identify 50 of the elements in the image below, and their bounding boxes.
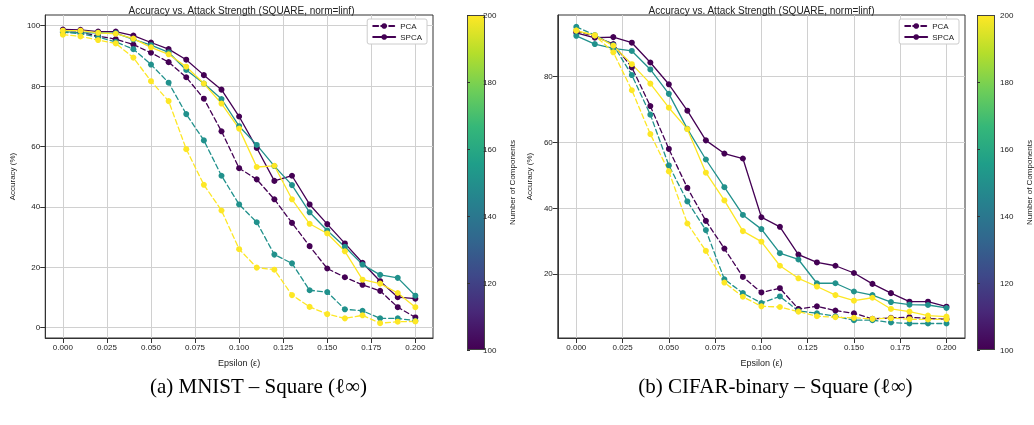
y-axis-title: Accuracy (%) bbox=[7, 152, 17, 201]
y-tick-label: 40 bbox=[31, 202, 41, 212]
x-tick-label: 0.000 bbox=[52, 342, 74, 352]
color-bar-title: Number of Components bbox=[1024, 140, 1034, 225]
color-bar-label: 120 bbox=[1000, 278, 1014, 288]
x-tick-label: 0.025 bbox=[612, 342, 634, 352]
x-tick-label: 0.000 bbox=[566, 342, 587, 352]
legend-label: PCA bbox=[932, 21, 950, 31]
y-tick-label: 20 bbox=[31, 262, 41, 272]
x-tick-label: 0.200 bbox=[936, 342, 958, 352]
x-tick-label: 0.125 bbox=[273, 342, 294, 352]
y-tick-label: 40 bbox=[543, 203, 554, 213]
y-tick-label: 20 bbox=[543, 269, 554, 279]
color-bar-label: 200 bbox=[483, 10, 497, 20]
y-axis-title: Accuracy (%) bbox=[524, 152, 534, 201]
chart-title: Accuracy vs. Attack Strength (SQUARE, norm=linf) bbox=[648, 4, 875, 16]
color-bar-title: Number of Components bbox=[507, 140, 517, 225]
legend-label: PCA bbox=[400, 21, 418, 31]
x-tick-label: 0.125 bbox=[797, 342, 819, 352]
color-bar-label: 100 bbox=[483, 345, 497, 355]
y-tick-label: 80 bbox=[31, 81, 41, 91]
y-tick-label: 0 bbox=[35, 323, 41, 333]
x-tick-label: 0.150 bbox=[317, 342, 338, 352]
x-tick-label: 0.175 bbox=[890, 342, 911, 352]
x-tick-label: 0.025 bbox=[96, 342, 118, 352]
text: (a) MNIST – Square (ℓ∞) bbox=[148, 374, 369, 399]
color-bar-label: 100 bbox=[1000, 345, 1014, 355]
y-tick-label: 60 bbox=[543, 137, 554, 147]
x-tick-label: 0.100 bbox=[229, 342, 250, 352]
color-bar-label: 160 bbox=[1000, 144, 1014, 154]
x-tick-label: 0.050 bbox=[140, 342, 162, 352]
y-tick-label: 100 bbox=[26, 21, 41, 31]
text: (b) CIFAR-binary – Square (ℓ∞) bbox=[637, 374, 914, 399]
color-bar-label: 200 bbox=[1000, 10, 1014, 20]
x-tick-label: 0.050 bbox=[658, 342, 680, 352]
x-axis-title: Epsilon (ε) bbox=[218, 357, 261, 368]
x-tick-label: 0.100 bbox=[751, 342, 772, 352]
x-axis-title: Epsilon (ε) bbox=[740, 357, 783, 368]
x-tick-label: 0.150 bbox=[843, 342, 865, 352]
x-tick-label: 0.075 bbox=[185, 342, 206, 352]
x-tick-label: 0.200 bbox=[405, 342, 426, 352]
y-tick-label: 60 bbox=[31, 141, 41, 151]
chart-title: Accuracy vs. Attack Strength (SQUARE, norm=linf) bbox=[128, 4, 355, 16]
legend-label: SPCA bbox=[932, 32, 955, 42]
x-tick-label: 0.075 bbox=[705, 342, 726, 352]
color-bar-label: 180 bbox=[1000, 77, 1014, 87]
color-bar-label: 140 bbox=[1000, 211, 1014, 221]
y-tick-label: 80 bbox=[543, 71, 554, 81]
x-tick-label: 0.175 bbox=[361, 342, 382, 352]
legend-label: SPCA bbox=[400, 32, 423, 42]
